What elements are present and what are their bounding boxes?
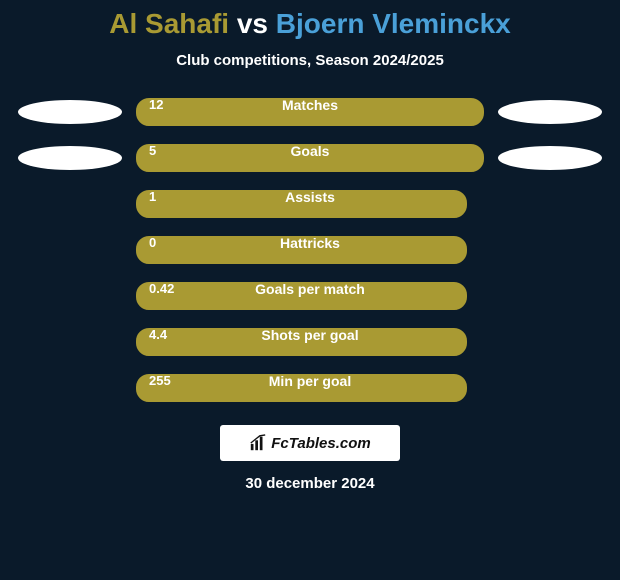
player-1-name: Al Sahafi	[109, 8, 229, 39]
stat-bar: 1Assists	[135, 189, 485, 219]
left-ellipse-cell	[5, 146, 135, 170]
player-1-ellipse	[18, 100, 122, 124]
stat-row: 255Min per goal	[0, 373, 620, 403]
right-ellipse-cell	[485, 146, 615, 170]
subtitle: Club competitions, Season 2024/2025	[176, 52, 444, 69]
stat-value-left: 0	[149, 235, 156, 250]
stat-bar-fill	[135, 327, 468, 357]
stat-bar: 0.42Goals per match	[135, 281, 485, 311]
player-2-ellipse	[498, 146, 602, 170]
stat-row: 5Goals	[0, 143, 620, 173]
right-ellipse-cell	[485, 100, 615, 124]
bars-icon	[249, 434, 267, 452]
player-2-ellipse	[498, 100, 602, 124]
comparison-infographic: Al Sahafi vs Bjoern Vleminckx Club compe…	[0, 0, 620, 580]
stat-bar: 12Matches	[135, 97, 485, 127]
stat-row: 0.42Goals per match	[0, 281, 620, 311]
stat-row: 1Assists	[0, 189, 620, 219]
stat-bar-fill	[135, 97, 485, 127]
stat-bar-fill	[135, 189, 468, 219]
stat-bar-fill	[135, 281, 468, 311]
player-1-ellipse	[18, 146, 122, 170]
stat-value-left: 4.4	[149, 327, 167, 342]
stat-row: 4.4Shots per goal	[0, 327, 620, 357]
left-ellipse-cell	[5, 100, 135, 124]
fctables-logo: FcTables.com	[220, 425, 400, 461]
stat-bar-fill	[135, 373, 468, 403]
stat-row: 0Hattricks	[0, 235, 620, 265]
page-title: Al Sahafi vs Bjoern Vleminckx	[109, 8, 511, 40]
date-text: 30 december 2024	[245, 475, 374, 492]
stat-bar: 0Hattricks	[135, 235, 485, 265]
stat-row: 12Matches	[0, 97, 620, 127]
player-2-name: Bjoern Vleminckx	[276, 8, 511, 39]
stat-value-left: 0.42	[149, 281, 174, 296]
stat-value-left: 12	[149, 97, 163, 112]
logo-text: FcTables.com	[271, 435, 370, 452]
stat-value-left: 1	[149, 189, 156, 204]
stat-value-left: 5	[149, 143, 156, 158]
stat-bar-fill	[135, 235, 468, 265]
stat-bar: 255Min per goal	[135, 373, 485, 403]
stat-value-left: 255	[149, 373, 171, 388]
stat-bar: 4.4Shots per goal	[135, 327, 485, 357]
stat-bar: 5Goals	[135, 143, 485, 173]
stat-bar-fill	[135, 143, 485, 173]
title-vs: vs	[237, 8, 268, 39]
stats-rows: 12Matches 5Goals 1Assists 0Hattricks 0.42Goa…	[0, 97, 620, 403]
